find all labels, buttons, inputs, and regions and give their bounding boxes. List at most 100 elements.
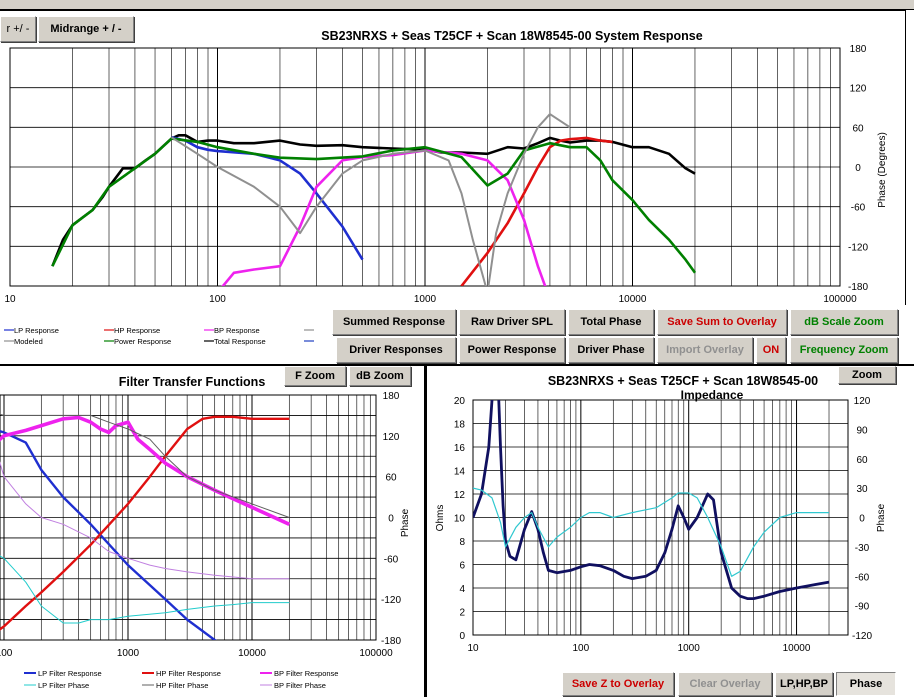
impedance-zoom-button[interactable]: Zoom	[838, 366, 896, 384]
filter-legend-label: LP Filter Response	[38, 669, 102, 678]
system-series-power-response	[51, 137, 697, 274]
frequency-zoom-button[interactable]: Frequency Zoom	[790, 337, 898, 363]
filter-series-hp-filter-response	[0, 415, 290, 631]
impedance-series-impedance	[473, 400, 830, 601]
impedance-series	[473, 400, 830, 601]
system-x-tick-label: 100000	[823, 294, 857, 305]
filter-legend-label: HP Filter Phase	[156, 681, 208, 690]
impedance-phase-tick-label: -30	[855, 543, 870, 554]
system-phase-ticks: 180 120 60 0 -60 -120 -180	[848, 44, 868, 293]
summed-response-button[interactable]: Summed Response	[332, 309, 456, 335]
lp-hp-bp-button[interactable]: LP,HP,BP	[775, 672, 833, 696]
system-series-hp-response	[460, 136, 613, 286]
impedance-x-tick-label: 10	[467, 643, 479, 654]
system-legend-label: Power Response	[114, 337, 171, 346]
impedance-chart: SB23NRXS + Seas T25CF + Scan 18W8545-00 …	[427, 366, 914, 697]
impedance-left-tick-label: 10	[454, 514, 466, 525]
filter-phase-tick-label: -120	[381, 595, 401, 606]
filter-legend-label: BP Filter Phase	[274, 681, 326, 690]
filter-phase-tick-label: 180	[383, 391, 400, 402]
f-zoom-button[interactable]: F Zoom	[284, 366, 346, 386]
impedance-x-tick-label: 10000	[783, 643, 811, 654]
impedance-x-tick-label: 1000	[678, 643, 701, 654]
impedance-phase-axis-label: Phase	[876, 503, 887, 532]
ohms-axis-label: Ohms	[435, 505, 446, 532]
phase-button[interactable]: Phase	[836, 672, 896, 696]
filter-chart-title: Filter Transfer Functions	[119, 375, 266, 389]
filter-x-ticks: 100 1000 10000 100000	[0, 648, 393, 659]
impedance-left-tick-label: 8	[459, 537, 465, 548]
filter-phase-axis-label: Phase	[400, 508, 411, 537]
system-phase-axis-label: Phase (Degrees)	[877, 132, 888, 208]
filter-legend: LP Filter Response HP Filter Response BP F…	[24, 669, 338, 690]
db-scale-zoom-button[interactable]: dB Scale Zoom	[790, 309, 898, 335]
system-phase-tick-label: -60	[851, 203, 866, 214]
impedance-chart-subtitle: Impedance	[681, 388, 744, 402]
system-legend-label: Total Response	[214, 337, 266, 346]
system-phase-tick-label: 0	[855, 163, 861, 174]
filter-phase-tick-label: -60	[384, 554, 399, 565]
impedance-chart-title: SB23NRXS + Seas T25CF + Scan 18W8545-00	[548, 374, 818, 388]
impedance-series-impedance-phase	[473, 487, 829, 577]
system-x-ticks: 10 100 1000 10000 100000	[4, 294, 857, 305]
impedance-phase-tick-label: 0	[859, 514, 865, 525]
system-series-total-response	[51, 134, 696, 267]
overlay-on-toggle[interactable]: ON	[756, 337, 786, 363]
raw-driver-spl-button[interactable]: Raw Driver SPL	[459, 309, 565, 335]
save-z-to-overlay-button[interactable]: Save Z to Overlay	[562, 672, 674, 696]
impedance-left-tick-label: 16	[454, 443, 466, 454]
db-zoom-button[interactable]: dB Zoom	[349, 366, 411, 386]
impedance-phase-tick-label: 120	[854, 396, 871, 407]
filter-x-tick-label: 100	[0, 648, 13, 659]
impedance-left-tick-label: 2	[459, 608, 465, 619]
right-edge-strip	[905, 10, 914, 305]
filter-x-tick-label: 1000	[117, 648, 140, 659]
impedance-phase-tick-label: 30	[856, 484, 868, 495]
impedance-left-tick-label: 20	[454, 396, 466, 407]
filter-legend-label: HP Filter Response	[156, 669, 221, 678]
impedance-left-tick-label: 0	[459, 631, 465, 642]
impedance-phase-tick-label: -90	[855, 602, 870, 613]
filter-series-bp-filter-phase	[0, 461, 290, 580]
filter-legend-label: BP Filter Response	[274, 669, 338, 678]
filter-legend-label: LP Filter Phase	[38, 681, 89, 690]
filter-series-bp-filter-response	[0, 415, 291, 526]
system-phase-tick-label: 180	[850, 44, 867, 55]
total-phase-button[interactable]: Total Phase	[568, 309, 654, 335]
driver-phase-button[interactable]: Driver Phase	[568, 337, 654, 363]
filter-phase-tick-label: 120	[383, 432, 400, 443]
power-response-button[interactable]: Power Response	[459, 337, 565, 363]
system-x-tick-label: 100	[209, 294, 226, 305]
filter-transfer-chart: Filter Transfer Functions 10010001000010…	[0, 366, 424, 697]
system-phase-tick-label: -120	[848, 242, 868, 253]
system-series-modeled	[170, 113, 571, 286]
divider-vertical	[424, 364, 427, 697]
divider-horizontal	[0, 364, 914, 366]
impedance-phase-tick-label: -60	[855, 572, 870, 583]
filter-x-tick-label: 10000	[238, 648, 266, 659]
system-series	[51, 113, 697, 286]
impedance-phase-ticks: 120 90 60 30 0 -30 -60 -90 -120	[852, 396, 872, 642]
midrange-tab-button[interactable]: Midrange + / -	[38, 16, 134, 42]
import-overlay-button[interactable]: Import Overlay	[657, 337, 753, 363]
system-legend-label: Modeled	[14, 337, 43, 346]
filter-phase-tick-label: 0	[388, 514, 394, 525]
clear-overlay-button[interactable]: Clear Overlay	[678, 672, 772, 696]
filter-series	[0, 413, 291, 640]
system-x-tick-label: 10000	[619, 294, 647, 305]
filter-x-tick-label: 100000	[359, 648, 393, 659]
system-response-chart: SB23NRXS + Seas T25CF + Scan 18W8545-00 …	[0, 0, 914, 346]
system-legend-label: BP Response	[214, 326, 260, 335]
filter-phase-ticks: 180 120 60 0 -60 -120 -180	[381, 391, 401, 647]
system-chart-title: SB23NRXS + Seas T25CF + Scan 18W8545-00 …	[321, 29, 702, 43]
driver-responses-button[interactable]: Driver Responses	[336, 337, 456, 363]
impedance-phase-tick-label: 60	[856, 455, 868, 466]
impedance-x-ticks: 10 100 1000 10000	[467, 643, 810, 654]
impedance-left-tick-label: 12	[454, 490, 466, 501]
system-phase-tick-label: 60	[852, 123, 864, 134]
system-legend: LP Response HP Response BP Response Modeled…	[4, 326, 314, 346]
save-sum-to-overlay-button[interactable]: Save Sum to Overlay	[657, 309, 787, 335]
woofer-tab-button[interactable]: r +/ -	[0, 16, 36, 42]
impedance-left-tick-label: 6	[459, 561, 465, 572]
